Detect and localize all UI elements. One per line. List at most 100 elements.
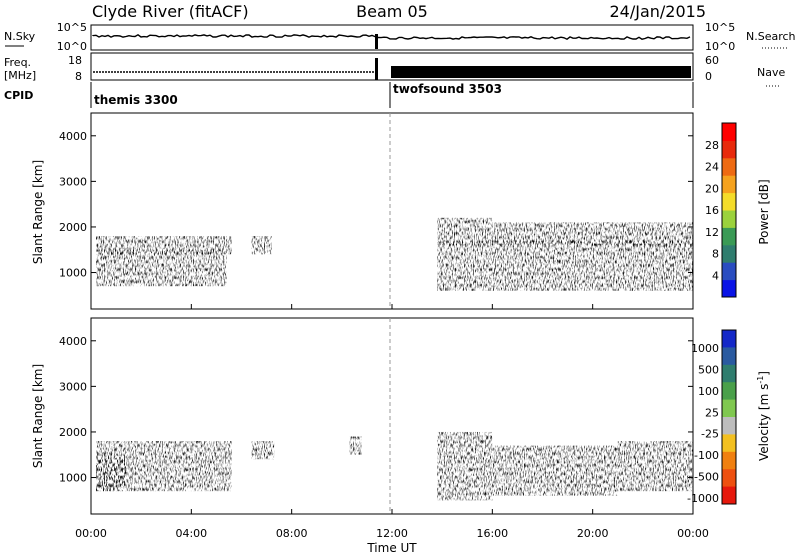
x-tick-label-0: 00:00 — [75, 527, 107, 540]
data-region-1 — [96, 236, 232, 255]
velocity-colorbar-tick-3: 25 — [705, 406, 719, 419]
freq-panel: Freq. [MHz] 18 8 60 0 Nave — [4, 52, 785, 87]
power-colorbar-swatch-5 — [722, 192, 736, 211]
power-colorbar-tick-6: 28 — [705, 139, 719, 152]
power-colorbar-swatch-9 — [722, 123, 736, 141]
velocity-colorbar-swatch-8 — [722, 469, 736, 488]
x-axis: 00:00 04:00 08:00 12:00 16:00 20:00 00:00 — [75, 304, 709, 540]
y-tick-label-0: 1000 — [59, 267, 87, 280]
noise-sky-trace — [92, 33, 691, 41]
power-colorbar-swatch-1 — [722, 262, 736, 281]
data-region-2 — [251, 236, 272, 255]
power-colorbar-swatch-2 — [722, 244, 736, 263]
x-tick-label-4: 16:00 — [476, 527, 508, 540]
velocity-colorbar-swatch-0 — [722, 330, 736, 348]
data-region-2 — [251, 441, 275, 460]
nave-right-tick-bottom: 0 — [705, 70, 712, 83]
velocity-colorbar-swatch-3 — [722, 382, 736, 401]
velocity-heatmap — [96, 431, 693, 501]
freq-left-tick-bottom: 8 — [75, 70, 82, 83]
velocity-colorbar-swatch-7 — [722, 451, 736, 470]
power-colorbar-tick-1: 8 — [712, 248, 719, 261]
power-colorbar-swatch-4 — [722, 210, 736, 228]
cpid-row: CPID themis 3300 twofsound 3503 — [4, 82, 694, 108]
y-tick-label-0: 1000 — [59, 472, 87, 485]
velocity-colorbar-tick-0: 1000 — [691, 342, 719, 355]
velocity-ylabel: Slant Range [km] — [31, 364, 45, 468]
noise-left-tick-top: 10^5 — [57, 21, 87, 34]
cpid-program-themis: themis 3300 — [94, 93, 178, 107]
noise-right-tick-bottom: 10^0 — [705, 40, 735, 53]
power-heatmap — [96, 217, 693, 291]
velocity-colorbar-swatch-1 — [722, 347, 736, 366]
y-tick-label-1: 2000 — [59, 221, 87, 234]
nave-right-label: Nave — [757, 66, 785, 79]
power-colorbar-swatch-6 — [722, 175, 736, 194]
noise-left-tick-bottom: 10^0 — [57, 40, 87, 53]
velocity-colorbar-tick-4: -25 — [701, 428, 719, 441]
noise-panel: N.Sky 10^5 10^0 10^5 10^0 N.Search — [4, 21, 796, 53]
velocity-colorbar-label: Velocity [m s-1] — [756, 371, 771, 461]
cpid-label: CPID — [4, 89, 33, 102]
noise-left-label: N.Sky — [4, 30, 36, 43]
beam-title: Beam 05 — [356, 2, 428, 21]
x-tick-label-6: 00:00 — [677, 527, 709, 540]
nave-block — [391, 66, 691, 78]
velocity-colorbar-tick-1: 500 — [698, 363, 719, 376]
power-colorbar-swatch-0 — [722, 279, 736, 298]
x-tick-label-1: 04:00 — [175, 527, 207, 540]
velocity-colorbar-tick-5: -100 — [694, 449, 719, 462]
y-tick-label-2: 3000 — [59, 175, 87, 188]
date-title: 24/Jan/2015 — [609, 2, 706, 21]
velocity-colorbar-tick-6: -500 — [694, 471, 719, 484]
power-colorbar-tick-5: 24 — [705, 161, 719, 174]
power-colorbar-tick-2: 12 — [705, 226, 719, 239]
y-tick-label-3: 4000 — [59, 130, 87, 143]
freq-label-line2: [MHz] — [4, 69, 36, 82]
velocity-panel: 1000 2000 3000 4000 Slant Range [km] — [31, 317, 694, 515]
data-region-5 — [492, 445, 618, 496]
data-region-4 — [437, 431, 493, 501]
data-region-0 — [96, 249, 227, 287]
data-region-1 — [96, 454, 127, 492]
x-tick-label-5: 20:00 — [577, 527, 609, 540]
data-region-6 — [617, 441, 693, 492]
velocity-colorbar-swatch-5 — [722, 417, 736, 435]
velocity-colorbar-swatch-2 — [722, 364, 736, 383]
y-tick-label-3: 4000 — [59, 335, 87, 348]
power-panel: 1000 2000 3000 4000 Slant Range [km] — [31, 112, 694, 310]
velocity-colorbar-swatch-4 — [722, 399, 736, 418]
power-colorbar-tick-4: 20 — [705, 182, 719, 195]
x-tick-label-3: 12:00 — [376, 527, 408, 540]
power-colorbar-swatch-7 — [722, 157, 736, 176]
power-ylabel: Slant Range [km] — [31, 160, 45, 264]
velocity-y-axis: 1000 2000 3000 4000 — [59, 335, 693, 485]
x-axis-label: Time UT — [366, 541, 417, 554]
freq-label-line1: Freq. — [4, 56, 31, 69]
freq-left-tick-top: 18 — [68, 54, 82, 67]
velocity-colorbar-tick-2: 100 — [698, 385, 719, 398]
power-colorbar-swatch-3 — [722, 227, 736, 246]
data-region-3 — [349, 436, 362, 455]
power-colorbar-swatch-8 — [722, 140, 736, 159]
nave-right-tick-top: 60 — [705, 54, 719, 67]
x-tick-label-2: 08:00 — [276, 527, 308, 540]
velocity-colorbar-swatch-9 — [722, 486, 736, 505]
velocity-colorbar-swatch-6 — [722, 434, 736, 453]
velocity-colorbar: 1000 500 100 25 -25 -100 -500 -1000 — [687, 329, 737, 505]
data-region-5 — [492, 222, 693, 246]
station-title: Clyde River (fitACF) — [92, 2, 249, 21]
power-colorbar-tick-0: 4 — [712, 269, 719, 282]
y-tick-label-1: 2000 — [59, 426, 87, 439]
y-tick-label-2: 3000 — [59, 380, 87, 393]
power-y-axis: 1000 2000 3000 4000 — [59, 130, 693, 280]
velocity-colorbar-tick-7: -1000 — [687, 492, 719, 505]
cpid-program-twofsound: twofsound 3503 — [393, 82, 502, 96]
power-colorbar-tick-3: 16 — [705, 204, 719, 217]
noise-right-label: N.Search — [746, 30, 796, 43]
power-colorbar: 4 8 12 16 20 24 28 — [705, 122, 737, 298]
power-colorbar-label: Power [dB] — [757, 179, 771, 244]
noise-right-tick-top: 10^5 — [705, 21, 735, 34]
